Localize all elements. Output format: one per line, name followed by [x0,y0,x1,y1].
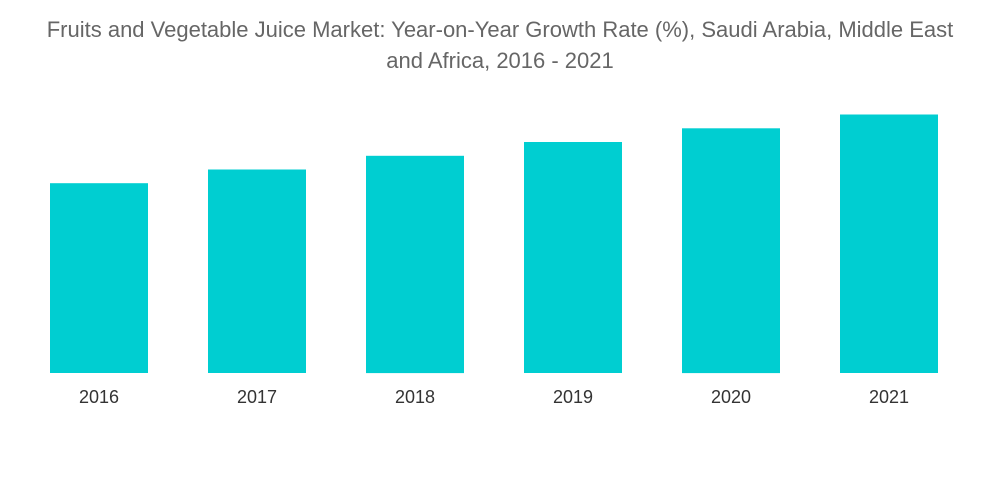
bar-2020 [682,128,780,374]
x-tick-label-2021: 2021 [869,387,909,407]
x-tick-label-2018: 2018 [395,387,435,407]
bar-2021 [840,114,938,373]
x-tick-label-2019: 2019 [553,387,593,407]
x-tick-label-2017: 2017 [237,387,277,407]
x-axis-tick-labels: 2016 2017 2018 2019 2020 2021 [79,387,909,407]
chart-title: Fruits and Vegetable Juice Market: Year-… [0,14,1000,76]
bar-2018 [366,155,464,374]
bar-2016 [50,183,148,373]
x-tick-label-2020: 2020 [711,387,751,407]
chart-title-line-2: and Africa, 2016 - 2021 [386,48,614,73]
bar-2019 [524,142,622,373]
bar-2017 [208,169,306,373]
x-tick-label-2016: 2016 [79,387,119,407]
bars-group [50,114,938,374]
chart-title-line-1: Fruits and Vegetable Juice Market: Year-… [46,17,954,42]
